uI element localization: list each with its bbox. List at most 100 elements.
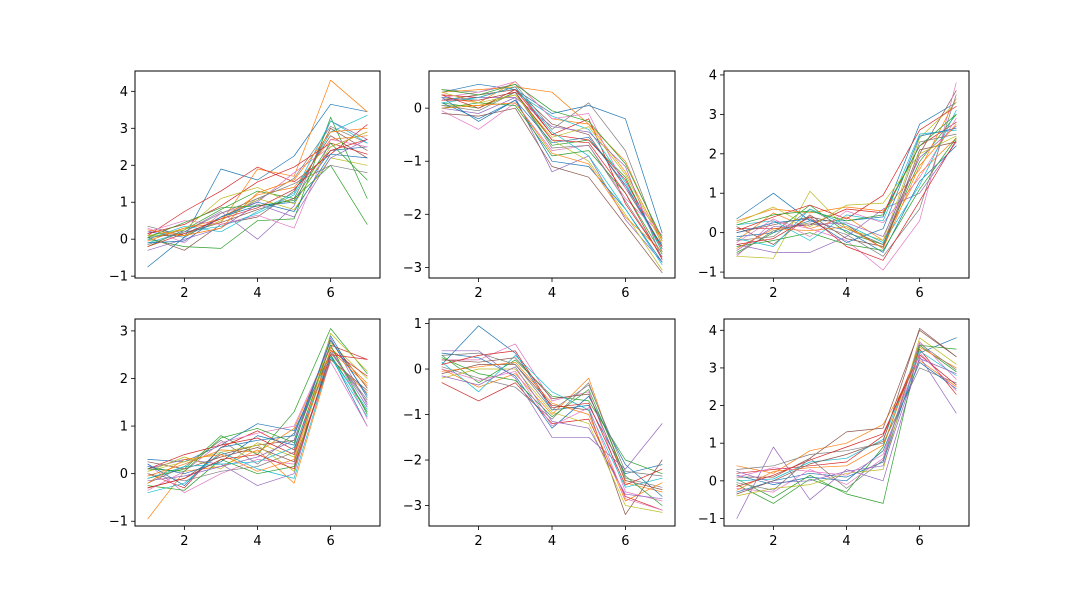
series-line-7 [441,102,663,236]
series-line-9 [441,368,663,513]
series-line-3 [736,344,957,504]
x-tick-label: 4 [548,286,556,301]
series-line-7 [736,341,957,493]
series-line-10 [736,350,957,482]
series-line-1 [441,83,663,234]
series-line-19 [147,332,368,472]
axes-frame [428,70,676,279]
y-tick-label: 1 [709,437,717,452]
x-tick-label: 4 [842,286,850,301]
series-lines [441,325,663,515]
series-line-6 [147,135,368,251]
series-line-1 [147,103,368,268]
y-tick-label: −1 [403,155,422,170]
x-tick-label: 2 [769,286,777,301]
series-line-24 [147,354,368,489]
y-tick-label: 0 [414,363,422,378]
series-line-13 [736,137,957,251]
series-line-24 [736,139,957,261]
series-line-7 [736,82,957,271]
series-line-18 [736,94,957,257]
y-tick-label: 0 [414,102,422,117]
axes-frame [723,70,970,279]
series-line-10 [147,356,368,494]
series-line-14 [147,142,368,234]
y-tick-label: 4 [120,85,128,100]
y-tick-label: 2 [709,147,717,162]
series-line-20 [441,86,663,266]
series-line-23 [736,114,957,226]
y-tick-label: 3 [709,361,717,376]
series-line-23 [147,344,368,472]
series-line-17 [736,117,957,243]
y-tick-label: −1 [403,408,422,423]
series-line-8 [441,366,663,488]
x-tick-label: 2 [180,534,188,549]
series-line-12 [441,86,663,242]
y-tick-label: 2 [120,159,128,174]
subplot-5: 2 4 6 −3 −2 −1 0 1 [403,317,676,549]
y-tick-label: −1 [698,266,717,281]
series-line-15 [147,139,368,251]
series-line-18 [441,91,663,258]
series-line-1 [147,354,368,463]
series-line-22 [147,349,368,484]
series-line-2 [441,368,663,493]
series-line-16 [441,357,663,490]
series-line-17 [441,81,663,236]
series-line-2 [736,360,957,474]
x-tick-label: 2 [769,534,777,549]
y-tick-label: 1 [709,187,717,202]
y-tick-label: 0 [120,467,128,482]
y-tick-label: 0 [709,226,717,241]
y-tick-label: −2 [403,208,422,223]
series-line-7 [147,361,368,494]
series-line-10 [736,129,957,241]
x-tick-label: 4 [253,534,261,549]
y-tick-label: 4 [709,324,717,339]
y-tick-label: 3 [120,122,128,137]
series-line-20 [147,356,368,479]
series-line-12 [736,346,957,491]
series-line-9 [147,342,368,472]
series-line-16 [147,359,368,470]
series-line-2 [147,359,368,520]
series-line-8 [441,83,663,247]
x-tick-label: 2 [180,286,188,301]
y-tick-label: 3 [709,108,717,123]
series-line-21 [147,153,368,244]
series-line-17 [736,352,957,478]
subplot-3: 2 4 6 −1 0 1 2 3 4 [698,68,970,301]
series-line-19 [147,131,368,236]
series-line-11 [147,335,368,475]
axes-frame [134,70,381,279]
series-line-14 [441,350,663,486]
series-line-20 [736,110,957,247]
x-tick-label: 6 [326,534,334,549]
series-line-4 [736,121,957,230]
series-line-21 [441,97,663,247]
series-line-15 [736,358,957,484]
series-line-23 [441,83,663,239]
series-line-16 [736,141,957,247]
series-line-18 [147,351,368,482]
series-line-10 [441,355,663,488]
series-line-9 [736,102,957,259]
x-tick-label: 6 [621,286,629,301]
series-line-5 [441,350,663,470]
y-tick-label: 2 [709,399,717,414]
series-line-6 [736,329,957,478]
subplot-4: 2 4 6 −1 0 1 2 3 [109,318,381,549]
series-line-8 [736,367,957,470]
series-line-5 [441,97,663,263]
series-line-15 [736,125,957,251]
series-line-19 [441,91,663,244]
series-line-14 [736,354,957,487]
axes-frame [723,318,970,527]
series-line-12 [736,98,957,222]
series-line-17 [147,139,368,233]
y-tick-label: 0 [120,233,128,248]
series-line-13 [736,344,957,504]
series-line-12 [147,347,368,477]
x-tick-label: 6 [326,286,334,301]
